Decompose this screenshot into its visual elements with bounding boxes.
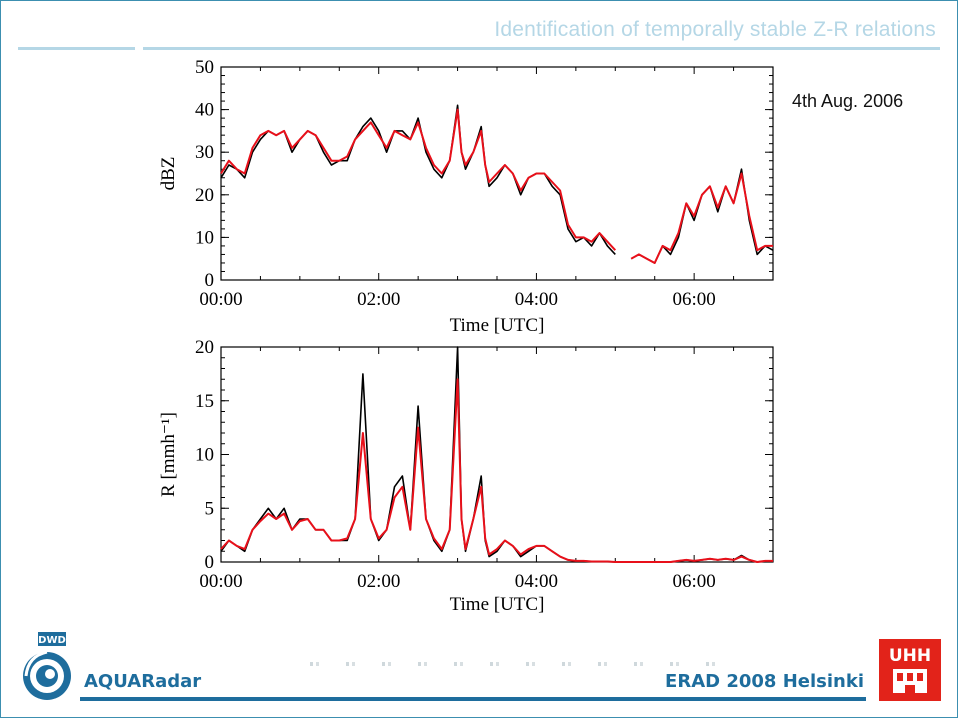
- y-tick-label-1-4: 40: [195, 100, 214, 121]
- y-axis-label-2: R [mmh⁻¹]: [158, 412, 179, 497]
- y-axis-label-1: dBZ: [158, 157, 179, 191]
- y-tick-label-1-1: 10: [195, 227, 214, 248]
- x-tick-label-2-2: 04:00: [515, 571, 558, 592]
- y-tick-label-2-4: 20: [195, 337, 214, 358]
- x-tick-label-1-2: 04:00: [515, 289, 558, 310]
- footer-conference: ERAD 2008 Helsinki: [665, 671, 864, 692]
- y-tick-label-1-0: 0: [205, 270, 215, 291]
- y-tick-label-2-0: 0: [205, 552, 215, 573]
- y-tick-label-1-3: 30: [195, 142, 214, 163]
- y-tick-label-2-3: 15: [195, 391, 214, 412]
- x-tick-label-1-1: 02:00: [357, 289, 400, 310]
- dwd-logo: DWD: [23, 632, 71, 700]
- plot-frame-2: [220, 346, 774, 563]
- title-rule-gap: [135, 47, 143, 50]
- series-line-1-1: [220, 104, 774, 264]
- series-line-2-1: [220, 346, 773, 563]
- uhh-logo-text: UHH: [889, 646, 931, 666]
- y-tick-label-2-2: 10: [195, 445, 214, 466]
- x-axis-label-1: Time [UTC]: [450, 315, 545, 336]
- footer-rule: [80, 697, 866, 701]
- series-line-2-2: [220, 378, 773, 563]
- y-tick-label-1-2: 20: [195, 185, 214, 206]
- x-tick-label-1-3: 06:00: [673, 289, 716, 310]
- x-tick-label-2-3: 06:00: [673, 571, 716, 592]
- footer-project-name: AQUARadar: [84, 671, 202, 692]
- y-tick-label-2-1: 5: [205, 498, 215, 519]
- series-line-1-2: [220, 108, 773, 264]
- title-rule: [18, 47, 940, 50]
- footer-dots: [310, 662, 730, 666]
- y-tick-label-1-5: 50: [195, 57, 214, 78]
- x-axis-label-2: Time [UTC]: [450, 594, 545, 615]
- x-tick-label-1-0: 00:00: [199, 289, 242, 310]
- uhh-logo: UHH: [879, 639, 941, 701]
- date-label: 4th Aug. 2006: [792, 91, 904, 111]
- slide-title: Identification of temporally stable Z-R …: [494, 18, 936, 41]
- x-tick-label-2-1: 02:00: [357, 571, 400, 592]
- x-tick-label-2-0: 00:00: [199, 571, 242, 592]
- dwd-logo-text: DWD: [38, 635, 66, 646]
